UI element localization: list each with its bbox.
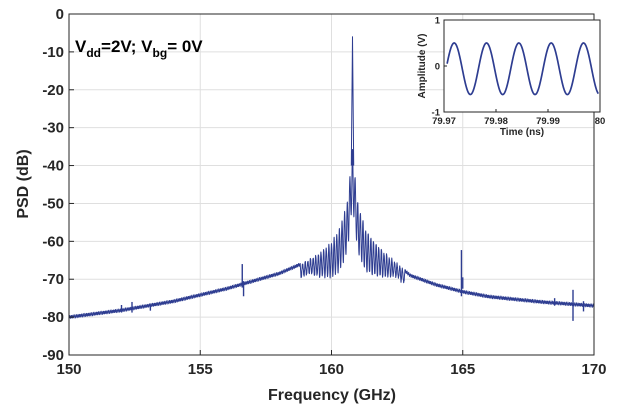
y-tick-label: -90 [42,347,64,364]
x-tick-label: 155 [188,361,213,378]
inset-y-axis-label: Amplitude (V) [417,34,428,99]
y-tick-label: -20 [42,82,64,99]
inset-waveform-line [446,42,600,96]
inset-y-tick-label: 1 [435,16,441,27]
condition-annotation: Vdd=2V; Vbg= 0V [75,37,203,60]
inset-x-tick-label: 79.98 [484,116,508,127]
inset-x-axis-label: Time (ns) [500,127,544,138]
x-axis-label: Frequency (GHz) [268,387,396,404]
x-tick-label: 165 [450,361,475,378]
inset-chart: 79.97 79.98 79.99 80 1 0 -1 Time (ns) Amplitud… [417,16,605,139]
inset-x-tick-label: 79.97 [432,116,456,127]
inset-x-tick-label: 80 [595,116,606,127]
main-tick-labels: 150 155 160 165 1700-10-20-30-40-50-60-70-80… [42,6,606,378]
spur-group [120,250,585,321]
inset-y-tick-label: 0 [435,62,440,73]
inset-x-tick-label: 79.99 [536,116,560,127]
main-ticks [68,13,595,356]
inset-tick-labels: 79.97 79.98 79.99 80 1 0 -1 [432,16,606,128]
y-tick-label: -50 [42,195,64,212]
x-tick-label: 150 [56,361,81,378]
x-tick-label: 170 [581,361,606,378]
y-tick-label: -30 [42,120,64,137]
x-tick-label: 160 [319,361,344,378]
psd-series-line [68,36,595,319]
y-tick-label: -10 [42,44,64,61]
y-tick-label: -40 [42,158,64,175]
y-tick-label: -80 [42,309,64,326]
y-tick-label: 0 [56,6,64,23]
inset-y-tick-label: -1 [432,108,441,119]
y-tick-label: -70 [42,271,64,288]
y-axis-label: PSD (dB) [15,149,32,218]
inset-ticks [443,19,601,113]
y-tick-label: -60 [42,233,64,250]
